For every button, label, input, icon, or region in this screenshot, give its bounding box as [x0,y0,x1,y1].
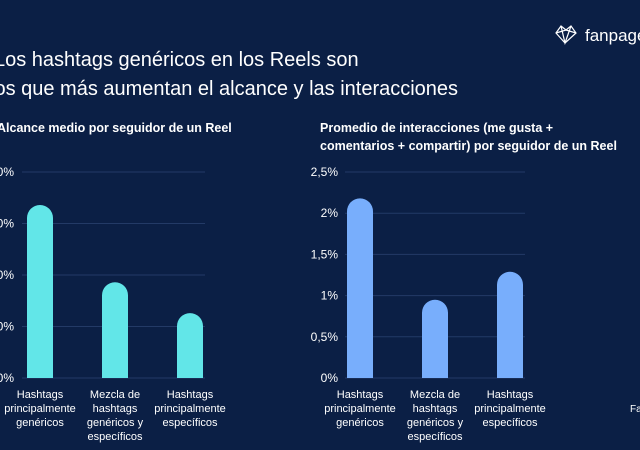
x-tick-label: hashtags [93,403,138,415]
x-tick-label: específicos [407,431,463,443]
x-tick-label: genéricos y [87,417,144,429]
x-tick-label: específicos [482,417,538,429]
title-line: los que más aumentan el alcance y las in… [0,78,458,100]
y-tick-label: 20% [0,268,14,282]
x-tick-label: Hashtags [487,389,534,401]
chart-title: comentarios + compartir) por seguidor de… [320,139,617,153]
x-tick-label: Mezcla de [410,389,460,401]
source: Fa [630,404,640,415]
x-tick-label: principalmente [4,403,76,415]
y-tick-label: 0,5% [311,330,339,344]
title-line: Los hashtags genéricos en los Reels son [0,49,359,71]
y-tick-label: 1% [321,289,339,303]
y-tick-label: 0% [0,371,14,385]
bar [27,204,53,378]
y-tick-label: 10% [0,320,14,334]
x-tick-label: específicos [87,431,143,443]
y-tick-label: 40% [0,165,14,179]
x-tick-label: Mezcla de [90,389,140,401]
x-tick-label: principalmente [474,403,546,415]
bar [497,271,523,378]
y-tick-label: 1,5% [311,247,339,261]
x-tick-label: Hashtags [337,389,384,401]
x-tick-label: genéricos y [407,417,464,429]
x-tick-label: principalmente [324,403,396,415]
bar [177,313,203,378]
chart-title: Alcance medio por seguidor de un Reel [0,121,232,135]
x-tick-label: hashtags [413,403,458,415]
x-tick-label: Hashtags [17,389,64,401]
logo-icon [555,25,577,46]
y-tick-label: 2% [321,206,339,220]
bar [347,198,373,378]
y-tick-label: 2,5% [311,165,339,179]
bar [102,282,128,378]
bar [422,299,448,378]
x-tick-label: Hashtags [167,389,214,401]
y-tick-label: 30% [0,217,14,231]
x-tick-label: específicos [162,417,218,429]
logo: fanpage [585,26,640,45]
x-tick-label: genéricos [16,417,64,429]
chart-title: Promedio de interacciones (me gusta + [320,121,553,135]
x-tick-label: principalmente [154,403,226,415]
y-tick-label: 0% [321,371,339,385]
x-tick-label: genéricos [336,417,384,429]
